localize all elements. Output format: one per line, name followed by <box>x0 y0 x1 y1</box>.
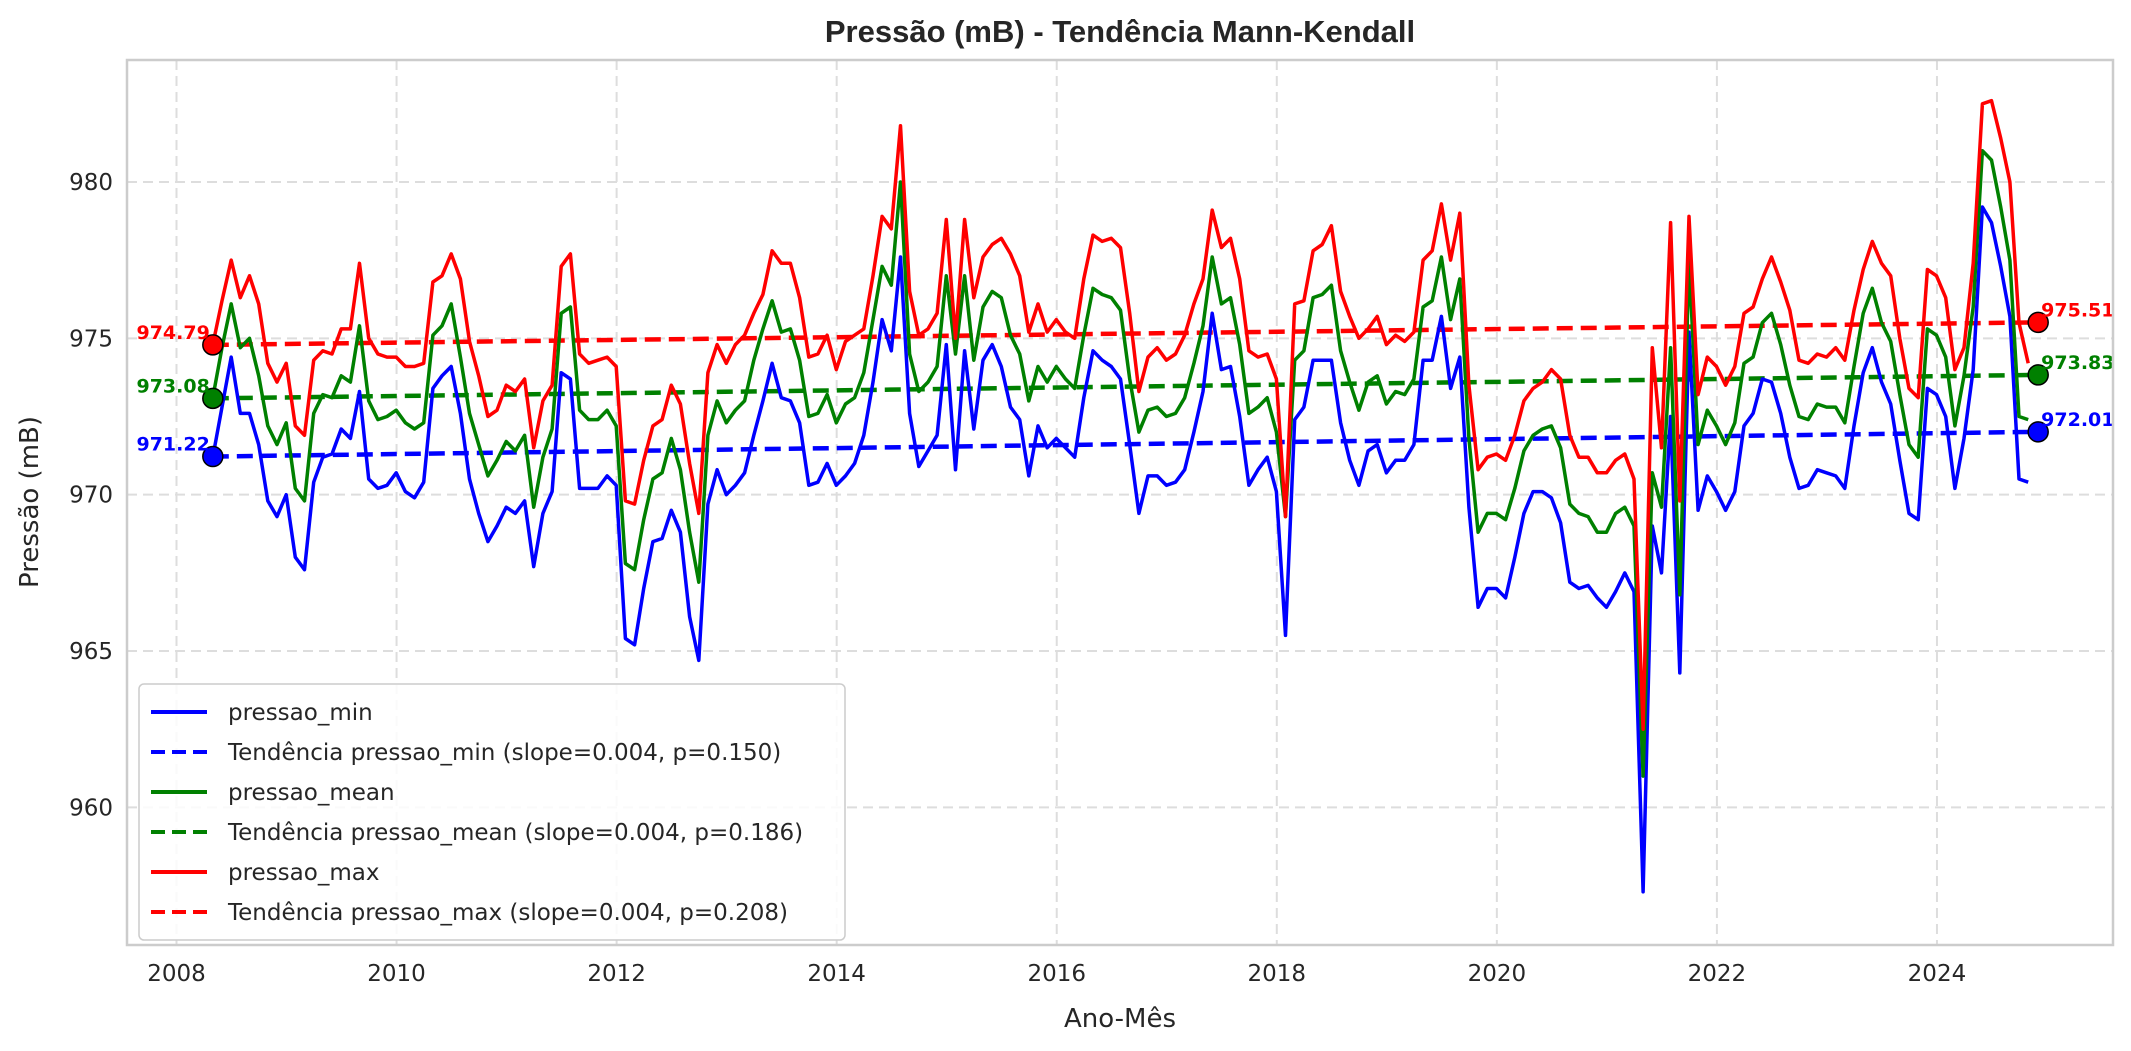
series-line-pressao-min <box>211 205 2029 894</box>
legend-label: pressao_min <box>228 700 373 726</box>
trend-end-label: 973.83 <box>2041 352 2114 374</box>
trend-start-marker <box>202 445 224 468</box>
y-tick-label: 970 <box>69 483 113 509</box>
trend-start-label: 971.22 <box>136 434 209 456</box>
series-lines <box>211 98 2030 894</box>
legend-label: pressao_mean <box>228 780 395 806</box>
x-axis-label: Ano-Mês <box>1064 1004 1176 1034</box>
y-tick-label: 960 <box>69 795 113 821</box>
x-tick-label: 2020 <box>1468 961 1527 987</box>
legend-box <box>138 683 846 941</box>
trend-line-2 <box>212 320 2039 348</box>
x-tick-label: 2008 <box>147 961 206 987</box>
plot-frame <box>125 58 2115 947</box>
legend-label: pressao_max <box>228 860 379 886</box>
series-line-pressao-max <box>211 98 2030 731</box>
trend-endpoint-labels: 971.22 972.01 973.08 973.83 974.79 975.51 <box>136 299 2114 455</box>
trend-endpoint-markers <box>202 311 2049 468</box>
x-tick-label: 2018 <box>1248 961 1307 987</box>
legend-label: Tendência pressao_mean (slope=0.004, p=0… <box>227 820 803 846</box>
trend-start-label: 974.79 <box>136 322 209 344</box>
trend-line-1 <box>212 372 2039 401</box>
trend-end-label: 972.01 <box>2041 409 2114 431</box>
x-axis-ticks: 2008 2010 2012 2014 2016 2018 2020 2022 2024 <box>147 961 1966 987</box>
x-tick-label: 2010 <box>367 961 426 987</box>
x-tick-label: 2024 <box>1908 961 1967 987</box>
legend: pressao_min Tendência pressao_min (slope=… <box>138 683 846 941</box>
x-tick-label: 2014 <box>807 961 866 987</box>
y-tick-label: 975 <box>69 326 113 352</box>
trend-start-label: 973.08 <box>136 375 209 397</box>
trend-start-marker <box>202 334 224 356</box>
chart-title: Pressão (mB) - Tendência Mann-Kendall <box>825 14 1415 49</box>
trend-end-label: 975.51 <box>2041 299 2114 321</box>
trend-end-marker <box>2027 421 2049 443</box>
trend-start-marker <box>202 387 224 410</box>
y-axis-label: Pressão (mB) <box>15 416 45 588</box>
y-tick-label: 965 <box>69 639 113 665</box>
trend-line-0 <box>212 429 2039 459</box>
trend-end-marker <box>2027 364 2049 386</box>
x-tick-label: 2022 <box>1688 961 1747 987</box>
series-line-pressao-mean <box>211 148 2029 778</box>
y-tick-label: 980 <box>69 170 113 196</box>
legend-label: Tendência pressao_min (slope=0.004, p=0.… <box>227 740 781 766</box>
x-tick-label: 2012 <box>587 961 646 987</box>
x-tick-label: 2016 <box>1027 961 1086 987</box>
y-axis-ticks: 960 965 970 975 980 <box>69 170 113 821</box>
legend-label: Tendência pressao_max (slope=0.004, p=0.… <box>227 900 788 926</box>
trend-lines <box>212 320 2039 459</box>
trend-end-marker <box>2027 311 2049 334</box>
